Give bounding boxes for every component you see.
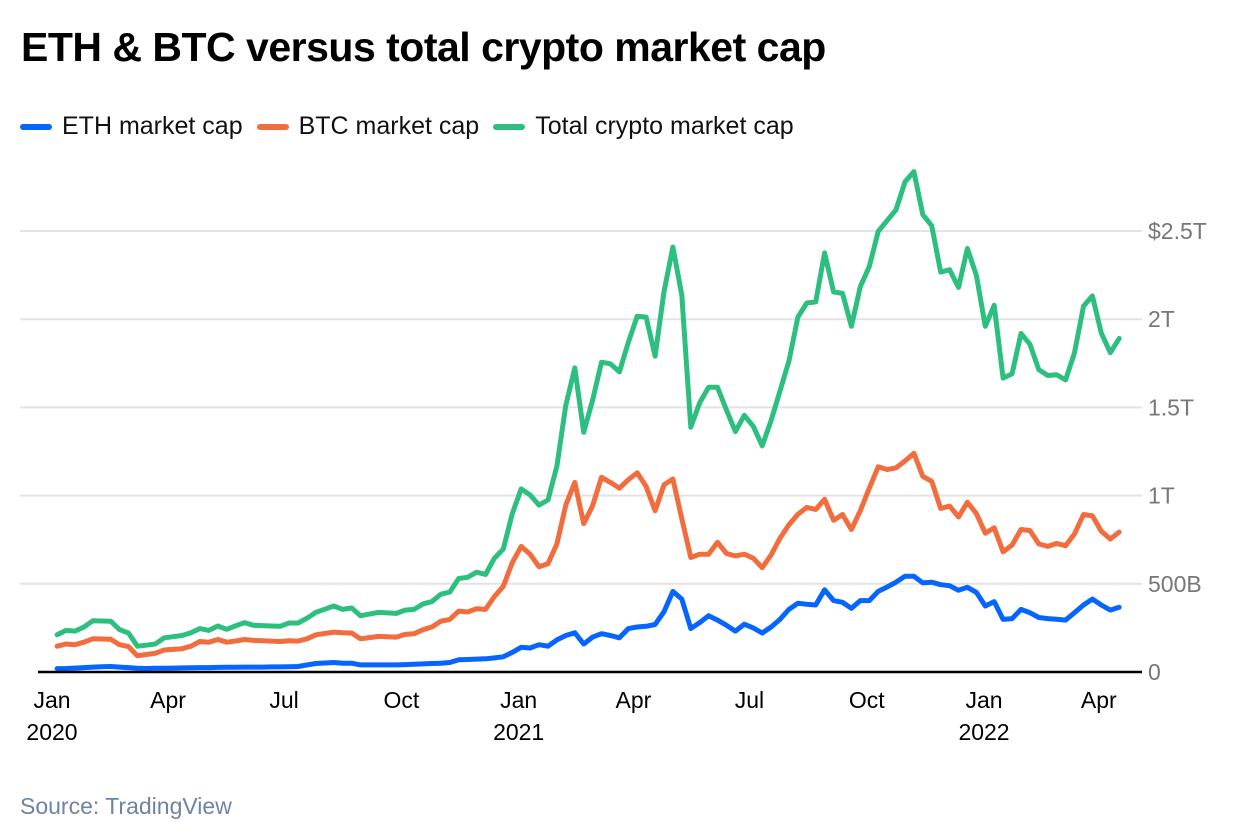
x-tick-label: Jan [33, 687, 70, 713]
y-tick-label: 1.5T [1148, 394, 1194, 420]
legend-swatch-eth [20, 123, 52, 130]
legend-label-total: Total crypto market cap [535, 112, 794, 140]
legend-item-eth: ETH market cap [20, 112, 243, 141]
x-axis-ticks: Jan 2020 Apr Jul Oct Jan 2021 Apr Jul Oct Jan 2022 A… [26, 687, 1117, 745]
x-tick-label: Jul [269, 687, 298, 713]
series-line-total-crypto-market-cap [54, 169, 1122, 649]
x-tick-year: 2020 [26, 719, 77, 745]
series-line-eth-market-cap [54, 573, 1122, 672]
x-tick-year: 2022 [958, 719, 1009, 745]
y-tick-label: 2T [1148, 306, 1175, 332]
y-tick-label: 500B [1148, 571, 1202, 597]
x-tick-label: Oct [383, 687, 419, 713]
x-tick-label: Jul [735, 687, 764, 713]
legend-swatch-btc [256, 123, 289, 130]
series-line-btc-market-cap [54, 450, 1122, 659]
x-tick-label: Oct [849, 687, 885, 713]
legend-label-eth: ETH market cap [62, 112, 243, 140]
x-tick-label: Jan [500, 687, 537, 713]
legend-swatch-total [493, 123, 526, 130]
chart-title: ETH & BTC versus total crypto market cap [21, 24, 826, 70]
x-tick-label: Apr [616, 687, 652, 713]
legend-item-total: Total crypto market cap [493, 112, 794, 141]
series-lines [54, 169, 1122, 672]
legend-label-btc: BTC market cap [298, 112, 480, 140]
y-tick-label: $2.5T [1148, 218, 1207, 244]
x-tick-label: Apr [1081, 687, 1117, 713]
source-note: Source: TradingView [20, 793, 232, 819]
y-tick-label: 1T [1148, 483, 1175, 509]
legend-item-btc: BTC market cap [256, 112, 480, 141]
x-tick-label: Apr [150, 687, 186, 713]
legend: ETH market cap BTC market cap Total cryp… [20, 112, 808, 141]
x-tick-label: Jan [965, 687, 1002, 713]
x-tick-year: 2021 [493, 719, 544, 745]
y-axis-ticks: 0 500B 1T 1.5T 2T $2.5T [1148, 218, 1207, 685]
y-tick-label: 0 [1148, 659, 1161, 685]
